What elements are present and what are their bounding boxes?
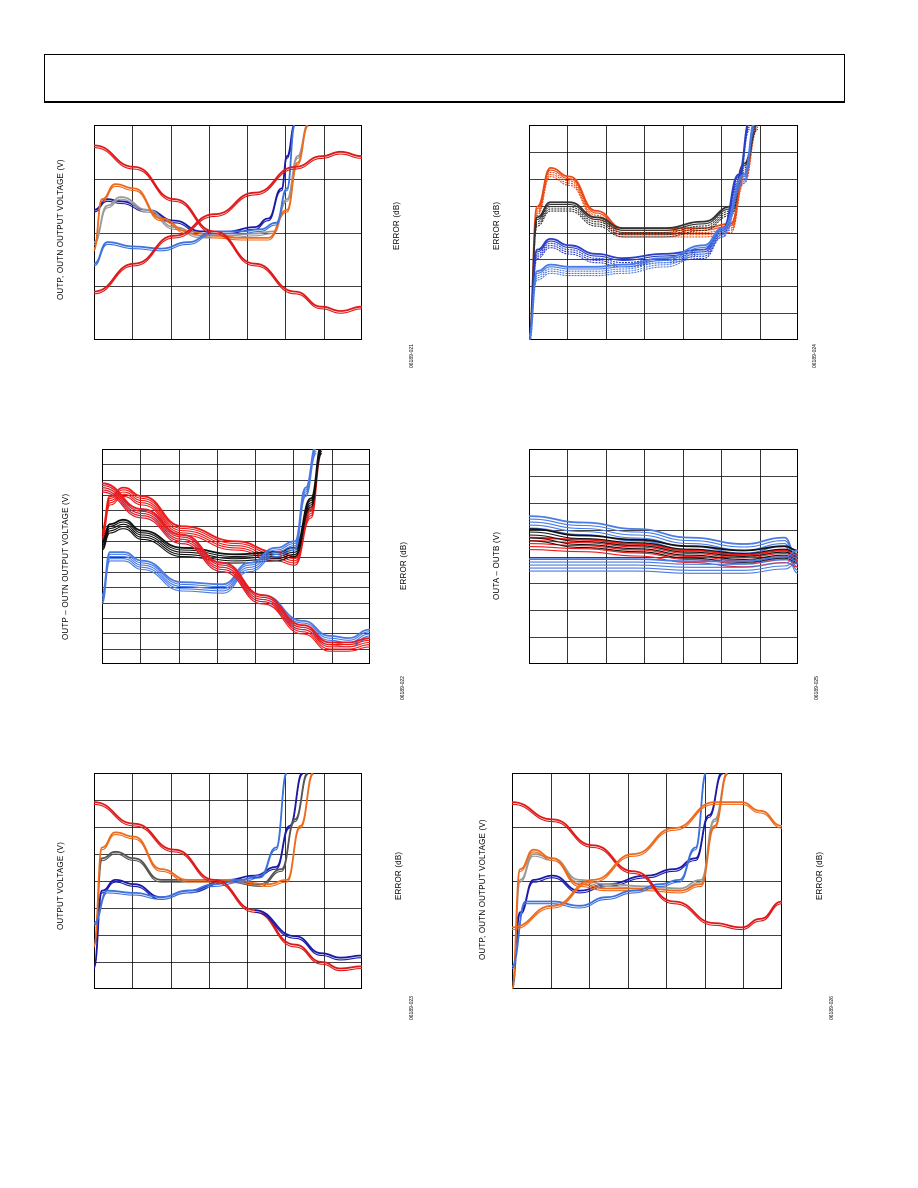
series-line xyxy=(529,536,798,556)
series-line xyxy=(529,125,751,340)
series-line xyxy=(529,515,798,563)
series-line xyxy=(512,773,707,968)
series-line xyxy=(512,803,782,931)
series-line xyxy=(529,540,798,559)
series-line xyxy=(102,449,316,598)
series-line xyxy=(254,911,362,961)
series-line xyxy=(529,549,798,563)
figure-code: 06189-021 xyxy=(409,344,415,368)
series-line xyxy=(529,128,759,340)
series-line xyxy=(529,561,798,574)
series-line xyxy=(529,534,798,558)
series-line xyxy=(529,518,798,565)
y-axis-label-left: OUTP, OUTN OUTPUT VOLTAGE (V) xyxy=(56,159,65,300)
chart-025 xyxy=(529,449,798,664)
y-axis-label-right: ERROR (dB) xyxy=(492,201,501,250)
series-line xyxy=(529,128,756,340)
figure-code: 06189-025 xyxy=(814,676,820,700)
chart-022 xyxy=(102,449,370,664)
figure-code: 06189-024 xyxy=(812,344,818,368)
series-line xyxy=(102,449,317,601)
series-line xyxy=(102,491,370,652)
figure-code: 06189-022 xyxy=(400,676,406,700)
series-line xyxy=(529,125,756,340)
chart-024 xyxy=(529,125,798,340)
series-line xyxy=(512,803,782,931)
series-line xyxy=(94,803,362,972)
y-axis-label-right: ERROR (dB) xyxy=(392,201,401,250)
series-line xyxy=(94,125,309,250)
y-axis-label-left: OUTA – OUTB (V) xyxy=(492,531,501,600)
page-header-box xyxy=(44,54,845,103)
series-line xyxy=(94,144,362,312)
plot-frame xyxy=(94,773,362,989)
series-line xyxy=(529,540,798,564)
series-line xyxy=(512,801,782,929)
y-axis-label-left: OUTP – OUTN OUTPUT VOLTAGE (V) xyxy=(61,493,70,640)
series-line xyxy=(94,773,309,948)
plot-frame xyxy=(94,125,362,340)
series-line xyxy=(529,552,798,565)
figure-code: 06189-026 xyxy=(829,996,835,1020)
y-axis-label-right: ERROR (dB) xyxy=(815,851,824,900)
plot-frame xyxy=(512,773,782,989)
plot-frame xyxy=(529,125,798,340)
series-line xyxy=(529,555,798,568)
series-line xyxy=(94,150,362,293)
series-line xyxy=(102,482,370,644)
series-line xyxy=(102,487,370,648)
series-line xyxy=(102,484,370,646)
series-line xyxy=(529,531,798,555)
y-axis-label-left: OUTPUT VOLTAGE (V) xyxy=(56,841,65,930)
series-line xyxy=(94,153,362,295)
y-axis-label-right: ERROR (dB) xyxy=(399,541,408,590)
series-line xyxy=(254,909,362,959)
series-line xyxy=(529,128,759,340)
series-line xyxy=(512,773,707,970)
y-axis-label-right: ERROR (dB) xyxy=(394,851,403,900)
series-line xyxy=(529,126,759,340)
chart-026 xyxy=(512,773,782,989)
series-line xyxy=(529,126,756,340)
series-line xyxy=(94,147,362,314)
plot-frame xyxy=(102,449,370,664)
series-line xyxy=(529,125,754,339)
series-line xyxy=(94,773,288,926)
series-line xyxy=(94,773,288,924)
series-line xyxy=(102,452,317,605)
series-line xyxy=(102,489,370,650)
chart-023 xyxy=(94,773,362,989)
series-line xyxy=(529,126,759,340)
y-axis-label-left: OUTP, OUTN OUTPUT VOLTAGE (V) xyxy=(478,819,487,960)
figure-code: 06189-023 xyxy=(409,996,415,1020)
series-line xyxy=(529,537,798,561)
series-line xyxy=(529,125,759,340)
series-line xyxy=(94,801,362,970)
series-line xyxy=(512,801,782,929)
series-line xyxy=(512,773,729,989)
series-line xyxy=(529,558,798,571)
series-line xyxy=(94,773,315,948)
series-line xyxy=(529,528,798,552)
chart-021 xyxy=(94,125,362,340)
series-line xyxy=(529,521,798,568)
